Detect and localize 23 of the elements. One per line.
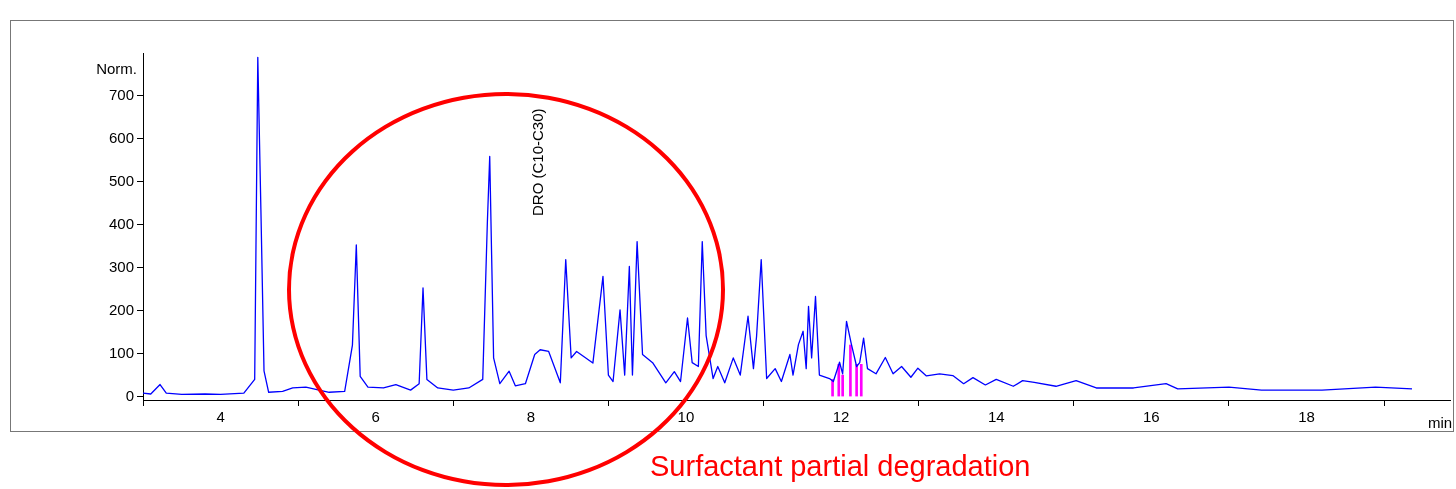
bar bbox=[855, 364, 858, 397]
y-tick-label: 600 bbox=[108, 129, 134, 147]
x-tick-label: 16 bbox=[1143, 408, 1160, 426]
x-tick-label: 10 bbox=[677, 408, 695, 426]
bar bbox=[849, 344, 852, 397]
x-tick-label: 12 bbox=[832, 408, 850, 426]
y-tick-label: 400 bbox=[108, 214, 134, 232]
text: Surfactant partial degradation bbox=[650, 450, 1031, 483]
y-tick-label: 100 bbox=[108, 343, 134, 361]
y-tick-label: 700 bbox=[108, 86, 134, 104]
annotation: DRO (C10-C30) bbox=[528, 108, 546, 216]
x-axis-title: min bbox=[1428, 413, 1453, 431]
x-tick-label: 18 bbox=[1298, 408, 1315, 426]
y-axis-title: Norm. bbox=[96, 60, 137, 78]
y-tick-label: 300 bbox=[108, 257, 134, 275]
bar bbox=[859, 364, 863, 397]
x-tick-label: 4 bbox=[216, 408, 225, 426]
y-tick-label: 500 bbox=[108, 171, 134, 189]
y-tick-label: 200 bbox=[108, 300, 134, 318]
x-tick-label: 8 bbox=[526, 408, 536, 426]
x-tick-label: 14 bbox=[987, 408, 1005, 426]
x-tick-label: 6 bbox=[371, 408, 380, 426]
y-tick-label: 0 bbox=[125, 386, 134, 404]
